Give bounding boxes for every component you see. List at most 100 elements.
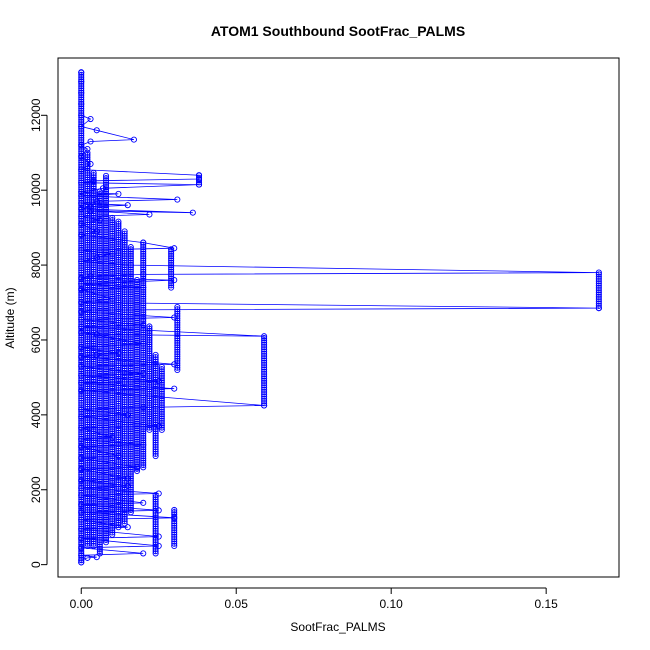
data-point [84, 522, 91, 529]
data-point [78, 473, 85, 481]
data-point [90, 232, 97, 239]
data-point [109, 237, 116, 244]
data-point [115, 245, 122, 252]
data-point [121, 441, 128, 448]
data-point [124, 524, 131, 531]
data-point [115, 474, 122, 481]
data-point [127, 365, 134, 372]
data-point [121, 520, 128, 527]
data-point [121, 336, 128, 343]
data-point [133, 454, 141, 461]
data-point [102, 411, 110, 418]
data-point [96, 514, 103, 521]
data-point [96, 397, 103, 404]
data-point [133, 353, 141, 360]
data-point [93, 127, 100, 134]
data-point [115, 470, 122, 477]
data-point [127, 475, 134, 482]
data-point [102, 357, 110, 364]
data-point [121, 345, 128, 352]
data-point [127, 401, 134, 408]
data-point [96, 429, 103, 436]
data-point [140, 336, 147, 343]
data-point [84, 241, 91, 248]
data-point [90, 464, 97, 471]
data-point [78, 462, 85, 469]
data-point [78, 404, 85, 411]
data-point [102, 265, 110, 272]
data-point [115, 292, 122, 299]
data-point [152, 500, 159, 508]
data-point [133, 405, 141, 412]
data-point [133, 461, 141, 468]
data-point [152, 351, 159, 358]
data-point [140, 351, 147, 358]
data-point [109, 482, 116, 489]
data-point [96, 204, 103, 211]
data-point [78, 289, 85, 296]
data-point [90, 174, 97, 181]
data-point [115, 494, 122, 502]
data-point [84, 286, 91, 293]
data-point [158, 402, 165, 409]
data-point [146, 413, 153, 420]
data-point [158, 417, 165, 424]
data-point [174, 348, 181, 356]
data-point [171, 314, 178, 321]
data-point [109, 428, 116, 435]
data-point [121, 448, 128, 455]
data-point [102, 300, 110, 308]
data-point [121, 288, 128, 296]
data-point [102, 202, 110, 209]
data-point [115, 396, 122, 403]
data-point [140, 340, 147, 347]
data-point [78, 159, 85, 166]
data-point [171, 385, 178, 392]
data-point [115, 429, 122, 436]
data-point [127, 304, 134, 311]
data-point [152, 374, 159, 381]
data-point [84, 374, 91, 381]
data-point [84, 408, 91, 415]
data-point [102, 289, 110, 296]
data-point [90, 399, 97, 406]
data-point [96, 233, 103, 240]
x-tick-label: 0.05 [225, 597, 249, 611]
data-point [152, 394, 159, 401]
data-point [102, 244, 110, 251]
data-point [84, 183, 91, 190]
data-point [171, 531, 178, 538]
data-point [78, 341, 85, 348]
data-point [127, 435, 134, 442]
data-point [84, 540, 91, 547]
data-point [127, 351, 134, 358]
data-point [133, 330, 141, 338]
data-point [90, 542, 97, 549]
data-point [261, 339, 268, 346]
data-point [102, 226, 110, 233]
data-point [78, 316, 85, 323]
data-point [84, 349, 91, 356]
data-point [109, 264, 116, 271]
data-point [84, 151, 91, 159]
data-point [127, 262, 134, 269]
data-point [158, 386, 165, 393]
data-point [102, 444, 110, 451]
data-point [78, 202, 85, 209]
data-point [174, 315, 181, 322]
data-point [109, 300, 116, 307]
data-point [84, 419, 91, 426]
data-point [121, 412, 128, 419]
data-point [90, 187, 97, 194]
data-point [140, 284, 147, 291]
data-point [96, 363, 103, 370]
data-point [115, 472, 122, 479]
data-point [121, 347, 128, 354]
data-point [93, 331, 100, 338]
data-point [115, 492, 122, 499]
data-point [78, 267, 85, 274]
data-point [171, 506, 178, 514]
data-point [140, 321, 147, 329]
data-point [78, 477, 85, 484]
data-point [109, 434, 116, 441]
